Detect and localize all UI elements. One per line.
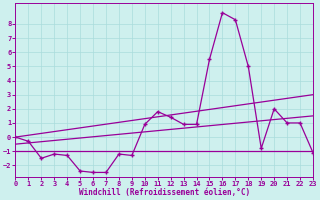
X-axis label: Windchill (Refroidissement éolien,°C): Windchill (Refroidissement éolien,°C)	[79, 188, 250, 197]
